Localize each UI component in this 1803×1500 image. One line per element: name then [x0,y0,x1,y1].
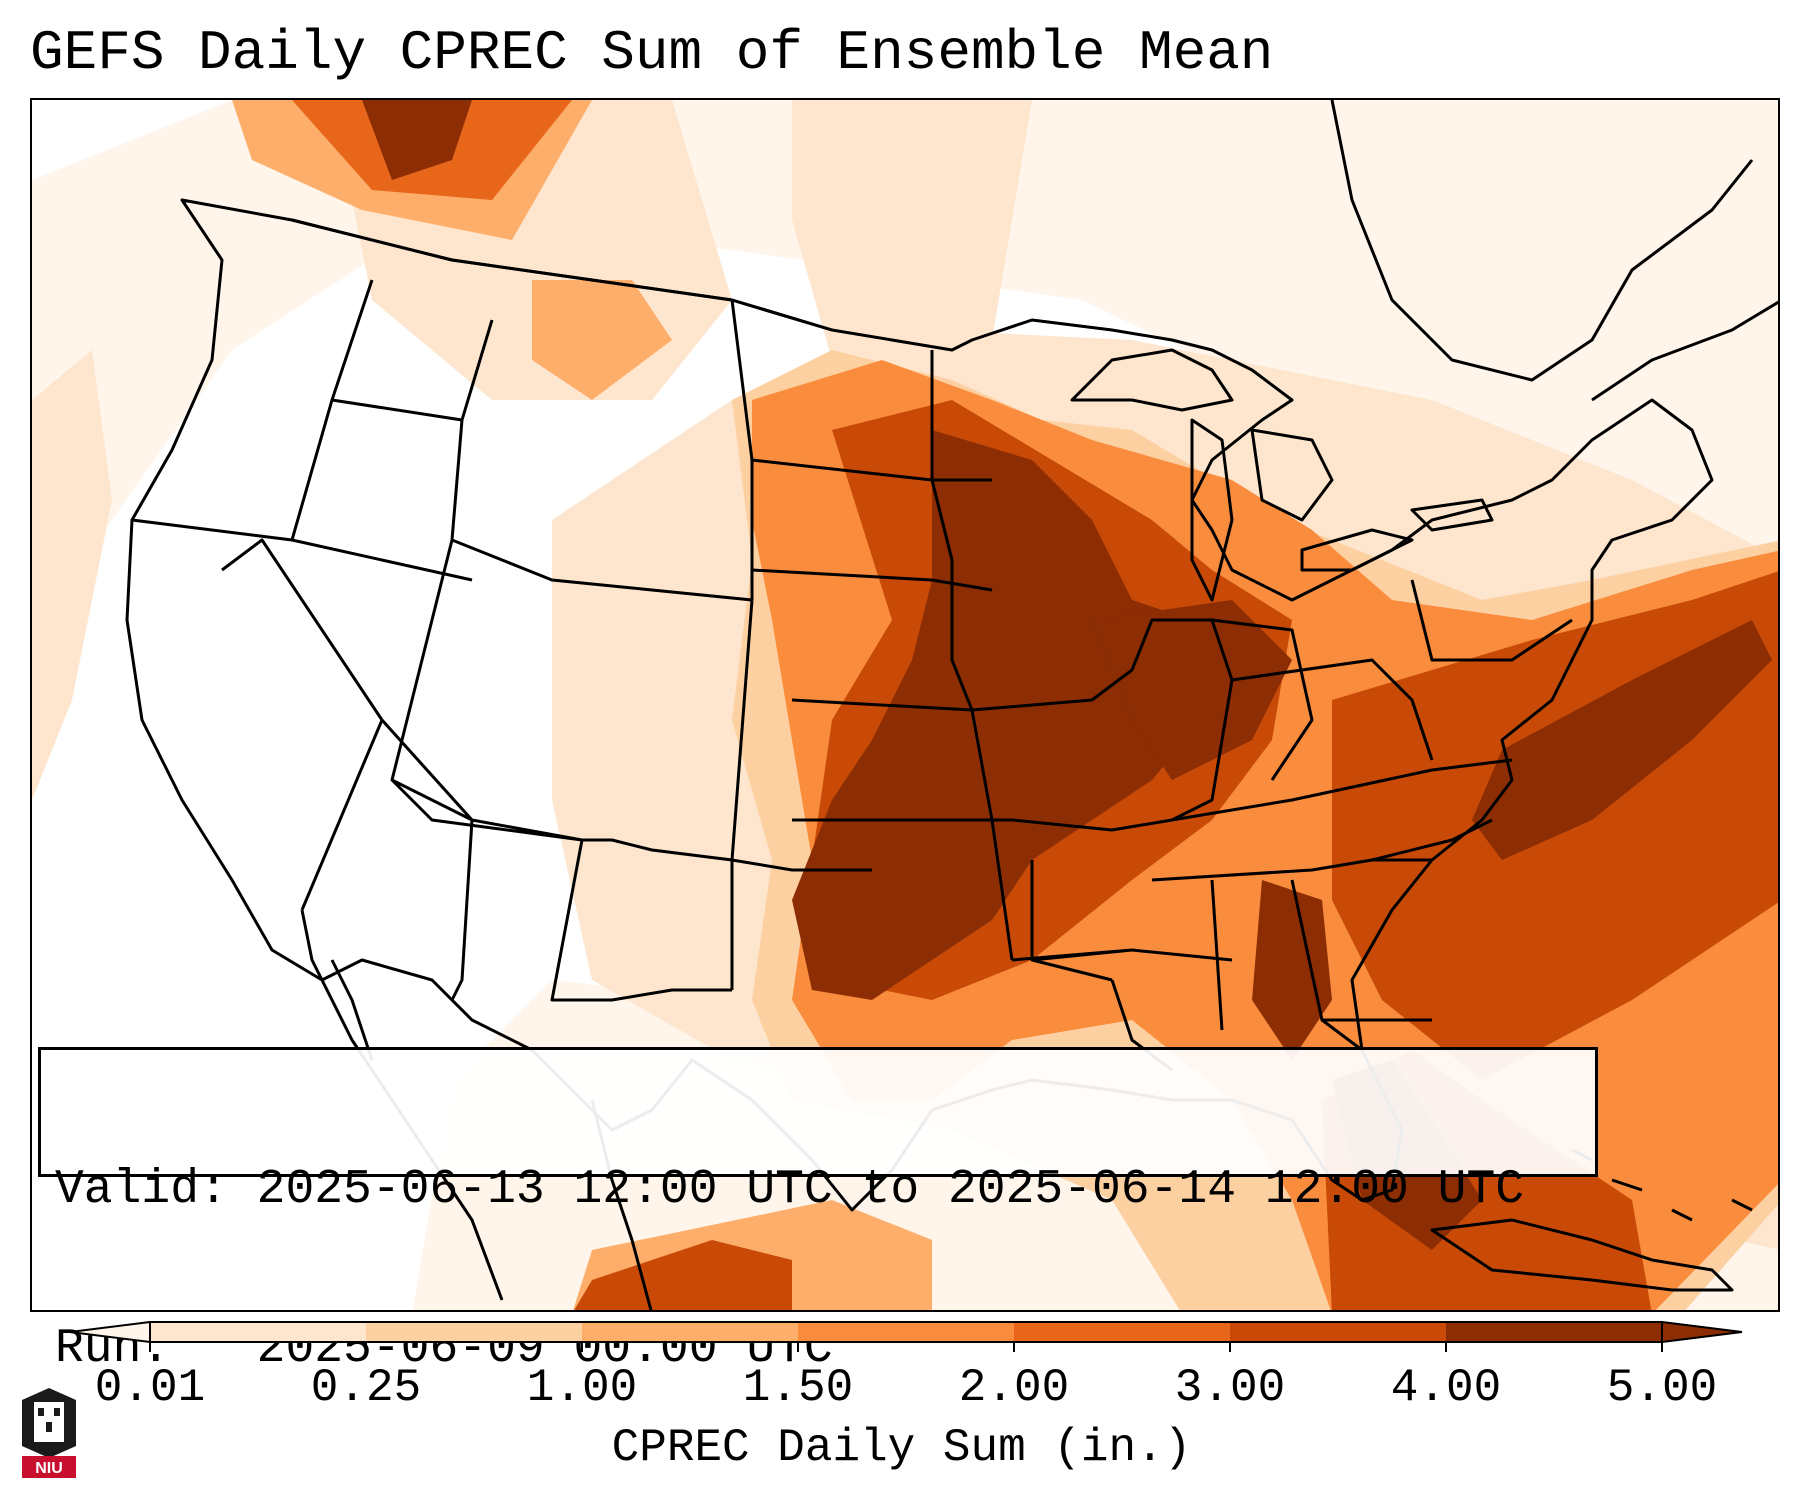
lake-huron [1250,428,1334,522]
precip-band-trace-west [32,100,1778,620]
precip-band-light-1 [32,350,112,800]
colorbar-tick-label: 5.00 [1607,1362,1717,1414]
map-title: GEFS Daily CPREC Sum of Ensemble Mean [30,21,1274,85]
colorbar-tick-label: 2.00 [959,1362,1069,1414]
precip-core-north [362,100,472,180]
colorbar-segment [366,1322,583,1342]
colorbar-tick-label: 0.25 [311,1362,421,1414]
precip-core-southeast [1252,880,1332,1060]
boundaries [125,100,1778,1310]
colorbar-tick-label: 3.00 [1175,1362,1285,1414]
colorbar-segment [1446,1322,1663,1342]
colorbar-tick-label: 4.00 [1391,1362,1501,1414]
lake-superior [1070,348,1234,412]
colorbar-outline [149,1321,1663,1343]
logo-text: NIU [35,1460,63,1477]
colorbar-segment [150,1322,367,1342]
colorbar-segment [582,1322,799,1342]
colorbar-tick-label: 1.00 [527,1362,637,1414]
valid-label: Valid: [55,1163,228,1217]
precip-band-medium-2 [532,280,672,400]
colorbar-segment [1014,1322,1231,1342]
colorbar-label: CPREC Daily Sum (in.) [611,1422,1192,1474]
colorbar-tick-label: 0.01 [95,1362,205,1414]
colorbar-extend-low [69,1320,151,1344]
valid-value: 2025-06-13 12:00 UTC to 2025-06-14 12:00… [256,1163,1525,1217]
lake-michigan [1190,418,1234,602]
colorbar-segment [1230,1322,1447,1342]
niu-logo: NIU [22,1388,76,1478]
state-lines-east [791,350,1573,1072]
colorbar: 0.01 0.25 1.00 1.50 2.00 3.00 4.00 5.00 [69,1320,1743,1414]
us-coastline-outline [125,198,1714,1212]
canada-border [291,218,833,332]
colorbar-extend-high [1661,1320,1743,1344]
precip-core-atlantic [1472,620,1772,860]
canada-east [1330,100,1778,402]
precip-core-plains [792,430,1202,1000]
valid-time-box: Valid: 2025-06-13 12:00 UTC to 2025-06-1… [38,1047,1598,1376]
colorbar-tick-label: 1.50 [743,1362,853,1414]
precip-core-mexico [574,1240,792,1310]
lake-erie [1300,528,1414,572]
precip-band-light-4 [792,100,1032,360]
colorbar-segments [69,1320,1743,1344]
cuba [1430,1218,1734,1292]
lake-ontario [1410,498,1494,532]
colorbar-segment [798,1322,1015,1342]
valid-line: Valid: 2025-06-13 12:00 UTC to 2025-06-1… [55,1164,1595,1217]
logo-banner [22,1456,76,1478]
colorbar-ticks: 0.01 0.25 1.00 1.50 2.00 3.00 4.00 5.00 [95,1342,1717,1414]
